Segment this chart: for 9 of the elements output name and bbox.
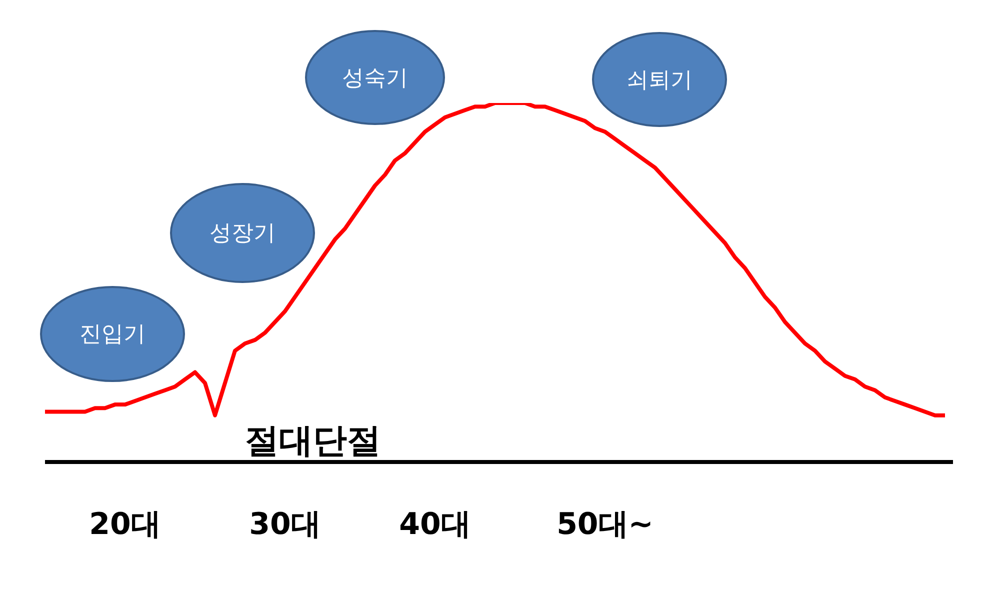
x-tick-label: 20대 <box>89 506 161 542</box>
x-tick-label: 50대~ <box>556 506 654 542</box>
oval-badge: 진입기 <box>40 286 185 382</box>
oval-badge: 성장기 <box>170 183 315 283</box>
x-tick-label: 40대 <box>399 506 471 542</box>
annotation: 절대단절 <box>245 420 381 463</box>
oval-badge: 성숙기 <box>305 30 445 125</box>
x-tick-label: 30대 <box>249 506 321 542</box>
oval-badge: 쇠퇴기 <box>592 32 727 127</box>
